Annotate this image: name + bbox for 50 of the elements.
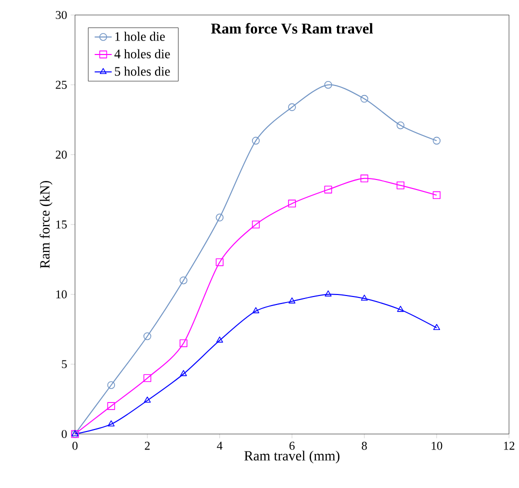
point bbox=[144, 396, 151, 403]
point bbox=[397, 306, 404, 312]
point bbox=[252, 136, 260, 145]
x-tick-label: 6 bbox=[290, 442, 295, 450]
point bbox=[360, 94, 368, 103]
chart-title: Ram force Vs Ram travel bbox=[211, 23, 373, 34]
point bbox=[180, 370, 187, 376]
point bbox=[396, 182, 404, 190]
point bbox=[143, 374, 152, 382]
x-axis-title: Ram travel (mm) bbox=[244, 450, 340, 464]
point bbox=[107, 402, 116, 410]
point bbox=[396, 121, 404, 130]
x-tick-label: 12 bbox=[504, 442, 514, 450]
point bbox=[432, 191, 441, 200]
y-tick-label: 20 bbox=[56, 150, 67, 159]
x-tick-label: 0 bbox=[72, 442, 78, 450]
point bbox=[252, 307, 260, 314]
y-tick-label: 30 bbox=[56, 10, 67, 20]
y-tick-label: 25 bbox=[56, 80, 67, 89]
y-tick-label: 0 bbox=[62, 430, 67, 438]
y-tick-label: 5 bbox=[62, 360, 67, 368]
point bbox=[324, 80, 332, 89]
point bbox=[216, 336, 224, 343]
legend-label: 1 hole die bbox=[115, 32, 165, 41]
point bbox=[180, 276, 188, 284]
point bbox=[288, 297, 296, 304]
y-axis-title: Ram force (kN) bbox=[40, 180, 52, 268]
point bbox=[108, 420, 115, 426]
point bbox=[143, 332, 152, 340]
legend-label: 4 holes die bbox=[114, 49, 170, 58]
point bbox=[432, 136, 441, 145]
legend-label: 5 holes die bbox=[114, 66, 170, 76]
x-tick-label: 2 bbox=[144, 442, 150, 450]
y-tick-label: 15 bbox=[56, 220, 67, 228]
point bbox=[288, 200, 296, 208]
point bbox=[288, 103, 296, 112]
point bbox=[324, 290, 332, 296]
point bbox=[107, 381, 116, 389]
y-tick-label: 10 bbox=[56, 290, 67, 298]
x-tick-label: 8 bbox=[362, 442, 367, 450]
point bbox=[360, 174, 368, 182]
point bbox=[216, 258, 224, 266]
point bbox=[360, 294, 368, 301]
x-tick-label: 4 bbox=[216, 442, 222, 450]
point bbox=[433, 324, 440, 330]
point bbox=[216, 214, 224, 222]
x-tick-label: 10 bbox=[432, 442, 442, 450]
point bbox=[324, 186, 332, 194]
point bbox=[180, 339, 188, 348]
point bbox=[252, 220, 260, 228]
